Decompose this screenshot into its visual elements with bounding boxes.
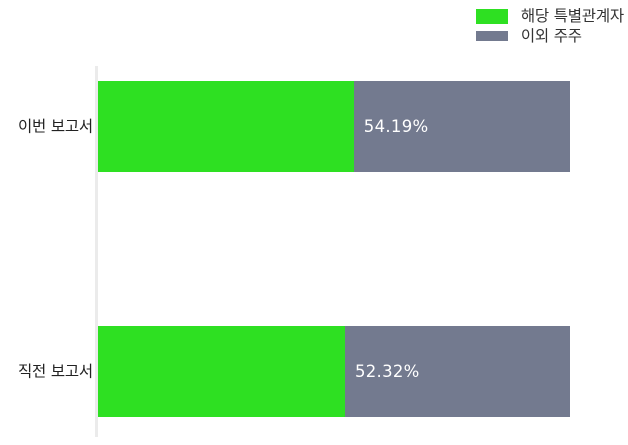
y-axis-line — [95, 66, 98, 437]
bar-value-label-0: 54.19% — [363, 116, 429, 136]
table-row[interactable]: 52.32% — [98, 326, 570, 417]
table-row[interactable]: 54.19% — [98, 81, 570, 172]
y-axis-label-1: 직전 보고서 — [17, 362, 93, 381]
legend-item-series-1[interactable]: 이외 주주 — [475, 26, 582, 45]
y-axis-label-0: 이번 보고서 — [17, 117, 93, 136]
legend-swatch-gray-icon — [475, 31, 508, 42]
legend-label-series-1: 이외 주주 — [520, 26, 582, 45]
legend-item-series-0[interactable]: 해당 특별관계자 — [475, 7, 624, 25]
bar-segment-green-0[interactable] — [98, 81, 354, 172]
legend-label-series-0: 해당 특별관계자 — [520, 7, 624, 25]
bar-segment-green-1[interactable] — [98, 326, 345, 417]
bar-value-label-1: 52.32% — [354, 361, 420, 381]
bar-segment-gray-0[interactable]: 54.19% — [353, 81, 570, 172]
chart-legend: 해당 특별관계자 이외 주주 — [475, 7, 624, 45]
legend-swatch-green-icon — [475, 9, 508, 25]
bar-segment-gray-1[interactable]: 52.32% — [344, 326, 570, 417]
